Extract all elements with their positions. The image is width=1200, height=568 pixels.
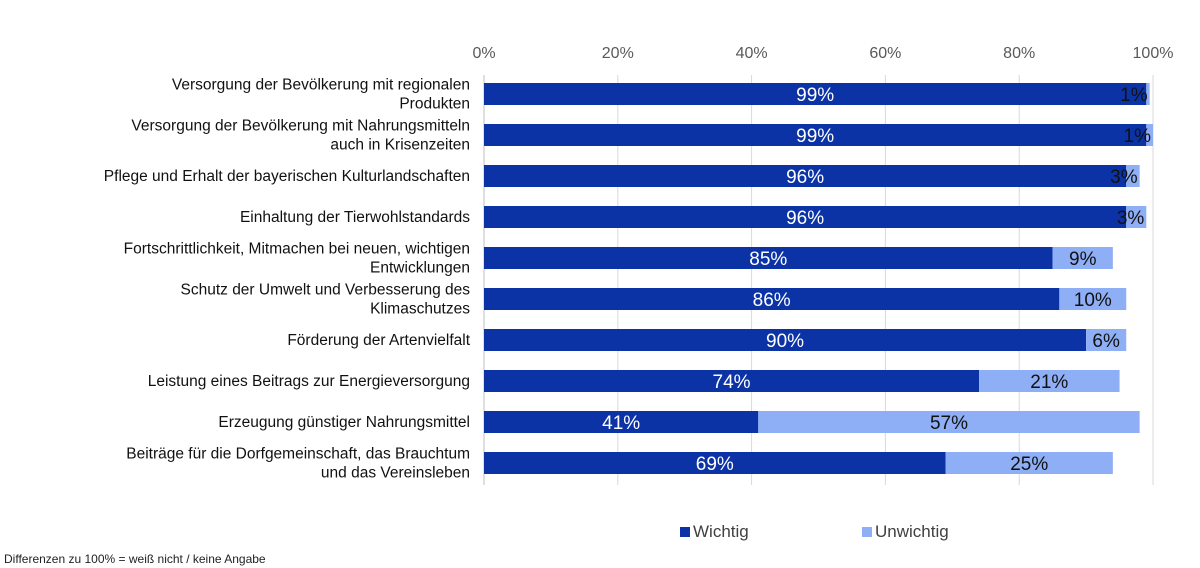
bar-wichtig bbox=[484, 83, 1147, 105]
bar-unwichtig bbox=[758, 411, 1140, 433]
bar-unwichtig bbox=[1052, 247, 1113, 269]
bar-unwichtig bbox=[945, 452, 1113, 474]
category-label: und das Vereinsleben bbox=[321, 465, 470, 482]
x-tick-label: 0% bbox=[472, 45, 495, 62]
bar-unwichtig bbox=[1086, 329, 1127, 351]
data-label: 1% bbox=[1124, 126, 1152, 147]
data-label: 3% bbox=[1110, 167, 1138, 188]
data-label: 25% bbox=[1010, 454, 1048, 475]
category-label: Leistung eines Beitrags zur Energieverso… bbox=[148, 373, 470, 390]
bar-wichtig bbox=[484, 206, 1127, 228]
category-label: Schutz der Umwelt und Verbesserung des bbox=[181, 282, 471, 299]
bar-unwichtig bbox=[979, 370, 1120, 392]
data-label: 3% bbox=[1117, 208, 1145, 229]
category-label: Fortschrittlichkeit, Mitmachen bei neuen… bbox=[124, 241, 470, 258]
bar-unwichtig bbox=[1146, 83, 1150, 105]
data-label: 6% bbox=[1092, 331, 1120, 352]
data-label: 96% bbox=[786, 208, 824, 229]
legend-label-wichtig: Wichtig bbox=[693, 522, 749, 541]
data-label: 9% bbox=[1069, 249, 1097, 270]
data-label: 57% bbox=[930, 413, 968, 434]
x-tick-label: 80% bbox=[1003, 45, 1035, 62]
data-label: 86% bbox=[753, 290, 791, 311]
bar-wichtig bbox=[484, 247, 1053, 269]
footnote: Differenzen zu 100% = weiß nicht / keine… bbox=[4, 552, 266, 566]
data-label: 10% bbox=[1074, 290, 1112, 311]
category-label: Einhaltung der Tierwohlstandards bbox=[240, 209, 470, 226]
data-label: 21% bbox=[1030, 372, 1068, 393]
bar-unwichtig bbox=[1146, 124, 1153, 146]
data-label: 69% bbox=[696, 454, 734, 475]
legend-label-unwichtig: Unwichtig bbox=[875, 522, 949, 541]
category-label: auch in Krisenzeiten bbox=[330, 137, 470, 154]
bar-wichtig bbox=[484, 452, 946, 474]
category-label: Versorgung der Bevölkerung mit Nahrungsm… bbox=[131, 118, 470, 135]
category-label: Pflege und Erhalt der bayerischen Kultur… bbox=[104, 168, 470, 185]
category-label: Klimaschutzes bbox=[370, 301, 470, 318]
data-label: 85% bbox=[749, 249, 787, 270]
bar-wichtig bbox=[484, 165, 1127, 187]
category-label: Produkten bbox=[399, 96, 470, 113]
data-label: 74% bbox=[713, 372, 751, 393]
data-label: 90% bbox=[766, 331, 804, 352]
data-label: 96% bbox=[786, 167, 824, 188]
bar-unwichtig bbox=[1059, 288, 1127, 310]
bar-wichtig bbox=[484, 288, 1060, 310]
x-tick-label: 20% bbox=[602, 45, 634, 62]
legend-swatch-wichtig bbox=[680, 527, 690, 537]
category-label: Beiträge für die Dorfgemeinschaft, das B… bbox=[126, 446, 470, 463]
data-label: 41% bbox=[602, 413, 640, 434]
bar-unwichtig bbox=[1126, 206, 1147, 228]
x-tick-label: 40% bbox=[736, 45, 768, 62]
x-tick-label: 100% bbox=[1133, 45, 1174, 62]
bar-wichtig bbox=[484, 411, 759, 433]
legend-swatch-unwichtig bbox=[862, 527, 872, 537]
category-label: Entwicklungen bbox=[370, 260, 470, 277]
category-label: Förderung der Artenvielfalt bbox=[287, 332, 470, 349]
bar-wichtig bbox=[484, 124, 1147, 146]
category-label: Erzeugung günstiger Nahrungsmittel bbox=[218, 414, 470, 431]
data-label: 99% bbox=[796, 85, 834, 106]
x-tick-label: 60% bbox=[869, 45, 901, 62]
category-label: Versorgung der Bevölkerung mit regionale… bbox=[172, 77, 470, 94]
bar-unwichtig bbox=[1126, 165, 1140, 187]
data-label: 99% bbox=[796, 126, 834, 147]
bar-wichtig bbox=[484, 370, 980, 392]
data-label: 1% bbox=[1120, 85, 1148, 106]
bar-wichtig bbox=[484, 329, 1087, 351]
